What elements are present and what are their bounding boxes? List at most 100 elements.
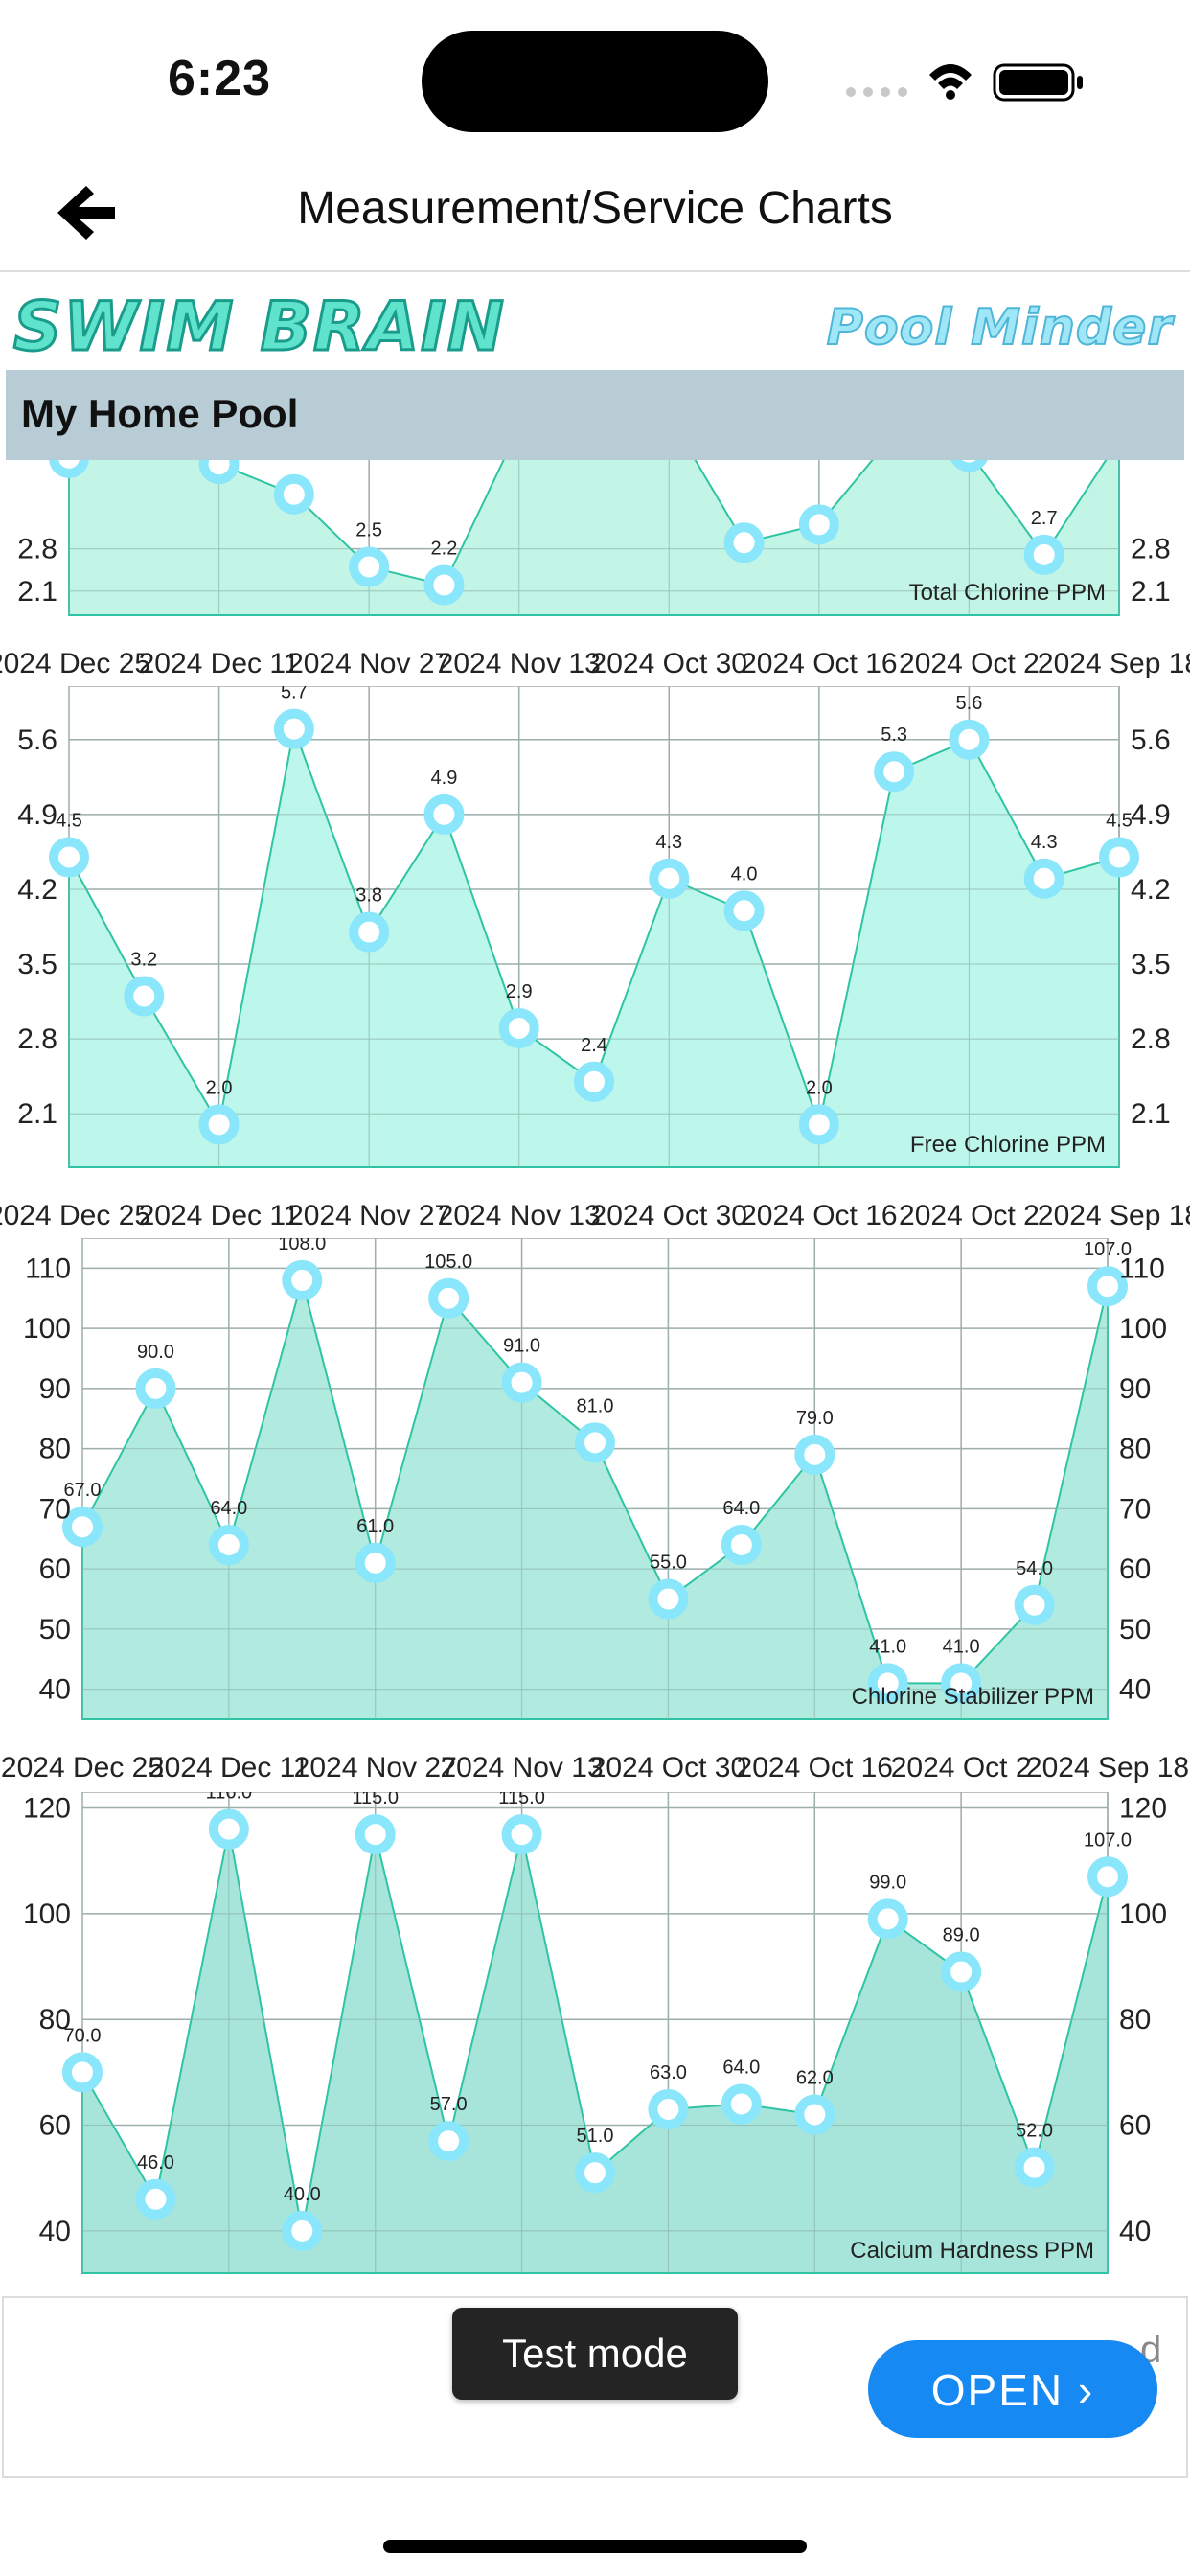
data-label: 81.0 [577,1395,614,1416]
x-tick-label: 2024 Sep 18 [1038,648,1190,679]
data-point [428,1277,469,1319]
x-tick-label: 2024 Nov 27 [287,648,450,679]
data-label: 2.4 [581,1035,607,1056]
data-label: 41.0 [869,1636,906,1657]
series-area [81,1828,1109,2274]
data-point [498,1007,539,1048]
data-point [798,1104,839,1145]
y-tick-left: 40 [39,1674,71,1706]
data-point [794,2094,835,2135]
y-tick-right: 90 [1119,1373,1151,1405]
home-indicator [383,2540,807,2553]
data-label: 91.0 [503,1336,540,1357]
data-point [349,546,390,587]
x-tick-label: 2024 Dec 25 [1,1752,164,1783]
data-label: 116.0 [206,1782,253,1804]
data-label: 4.3 [655,832,682,853]
x-tick-label: 2024 Nov 13 [438,1200,601,1231]
data-label: 40.0 [284,2184,321,2205]
y-tick-right: 60 [1119,2110,1151,2142]
data-point [723,522,765,564]
data-point [794,1434,835,1475]
y-tick-right: 60 [1119,1553,1151,1585]
chart-title: Calcium Hardness PPM [850,2238,1094,2264]
y-tick-left: 5.6 [17,724,57,756]
chart-4: 70.0 46.0 116.0 40.0 115.0 57.0 115.0 51.0 63.0 6… [23,1782,1167,2274]
data-point [208,1808,249,1850]
data-point [1014,2147,1055,2188]
y-tick-left: 100 [23,1313,71,1345]
data-point [574,1061,614,1102]
data-point [282,1259,323,1300]
data-point [874,751,915,793]
data-point [1087,1856,1128,1898]
data-label: 55.0 [650,1552,687,1574]
data-label: 64.0 [722,2057,760,2078]
data-point [273,473,314,515]
data-label: 4.5 [1106,810,1133,831]
data-label: 64.0 [210,1498,247,1519]
data-label: 5.7 [281,682,308,703]
data-point [208,1525,249,1566]
data-label: 2.2 [431,538,458,559]
battery-icon [993,63,1083,102]
data-point [49,837,89,878]
x-tick-label: 2024 Nov 13 [441,1752,604,1783]
data-label: 2.7 [1031,508,1058,529]
data-point [648,1578,689,1620]
pool-minder-logo: Pool Minder [826,298,1173,357]
data-label: 41.0 [943,1636,980,1657]
x-tick-label: 2024 Oct 30 [591,648,747,679]
data-point [1099,837,1139,878]
ad-open-button[interactable]: OPEN › [868,2340,1157,2438]
data-point [575,1422,615,1463]
wifi-icon [929,64,972,100]
data-point [941,1663,982,1704]
x-tick-label: 2024 Dec 11 [139,648,300,679]
y-tick-left: 120 [23,1793,71,1825]
data-label: 2.5 [355,520,382,541]
data-label: 2.9 [506,981,533,1002]
data-point [1023,858,1064,899]
x-tick-label: 2024 Oct 16 [741,1200,897,1231]
data-label: 99.0 [869,1872,906,1893]
data-label: 105.0 [424,1252,472,1273]
x-tick-label: 2024 Oct 2 [891,1752,1032,1783]
x-tick-label: 2024 Oct 30 [591,1200,747,1231]
data-point [721,2083,762,2125]
data-point [198,460,240,485]
swim-brain-logo: SWIM BRAIN [12,287,506,368]
y-tick-left: 4.9 [17,799,57,831]
data-label: 57.0 [430,2094,468,2115]
data-label: 54.0 [1016,1558,1053,1579]
y-tick-left: 90 [39,1373,71,1405]
y-tick-left: 100 [23,1898,71,1930]
x-tick-label: 2024 Sep 18 [1026,1752,1189,1783]
y-tick-right: 3.5 [1131,949,1171,980]
y-tick-left: 2.1 [17,576,57,608]
y-tick-right: 4.9 [1131,799,1171,831]
data-label: 3.2 [130,950,157,971]
y-tick-right: 2.1 [1131,576,1171,608]
data-point [49,460,89,478]
data-point [721,1525,762,1566]
chart-body: 70.0 46.0 116.0 40.0 115.0 57.0 115.0 51.0 63.0 6… [62,1782,1132,2274]
data-point [124,976,165,1017]
data-label: 115.0 [352,1787,399,1808]
y-tick-right: 100 [1119,1898,1167,1930]
pool-name: My Home Pool [21,391,299,436]
dynamic-island [422,31,768,132]
data-point [423,794,465,835]
y-tick-right: 50 [1119,1614,1151,1645]
x-tick-label: 2024 Dec 11 [139,1200,300,1231]
data-point [423,564,465,606]
data-label: 79.0 [796,1408,834,1429]
back-arrow-icon[interactable] [48,178,125,245]
y-tick-right: 40 [1119,1674,1151,1706]
data-point [62,1506,103,1548]
nav-bar: Measurement/Service Charts [0,153,1190,272]
chart-title: Total Chlorine PPM [909,580,1106,606]
data-label: 70.0 [64,2025,102,2046]
page-title: Measurement/Service Charts [297,183,893,234]
